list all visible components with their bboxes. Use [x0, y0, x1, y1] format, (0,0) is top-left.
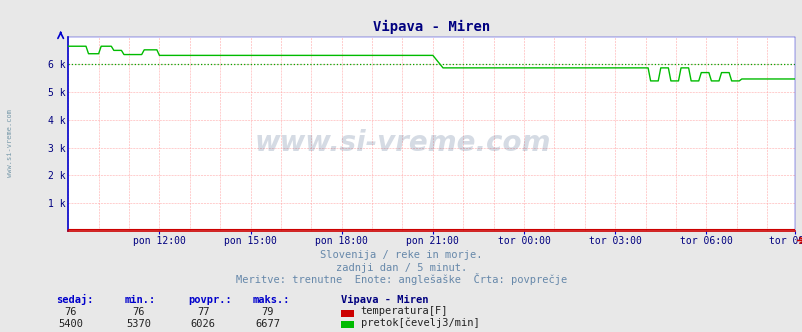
Title: Vipava - Miren: Vipava - Miren	[372, 20, 490, 34]
Text: 76: 76	[64, 307, 77, 317]
Text: Slovenija / reke in morje.: Slovenija / reke in morje.	[320, 250, 482, 260]
Text: min.:: min.:	[124, 295, 156, 305]
Text: 76: 76	[132, 307, 145, 317]
Text: www.si-vreme.com: www.si-vreme.com	[7, 109, 14, 177]
Text: 6677: 6677	[254, 319, 280, 329]
Text: sedaj:: sedaj:	[56, 294, 94, 305]
Text: povpr.:: povpr.:	[188, 295, 232, 305]
Text: zadnji dan / 5 minut.: zadnji dan / 5 minut.	[335, 263, 467, 273]
Text: temperatura[F]: temperatura[F]	[360, 306, 448, 316]
Text: 5400: 5400	[58, 319, 83, 329]
Text: 6026: 6026	[190, 319, 216, 329]
Text: maks.:: maks.:	[253, 295, 290, 305]
Text: pretok[čevelj3/min]: pretok[čevelj3/min]	[360, 317, 479, 328]
Text: www.si-vreme.com: www.si-vreme.com	[254, 129, 550, 157]
Text: Vipava - Miren: Vipava - Miren	[341, 295, 428, 305]
Text: Meritve: trenutne  Enote: anglešaške  Črta: povprečje: Meritve: trenutne Enote: anglešaške Črta…	[236, 273, 566, 285]
Text: 77: 77	[196, 307, 209, 317]
Text: 5370: 5370	[126, 319, 152, 329]
Text: 79: 79	[261, 307, 273, 317]
